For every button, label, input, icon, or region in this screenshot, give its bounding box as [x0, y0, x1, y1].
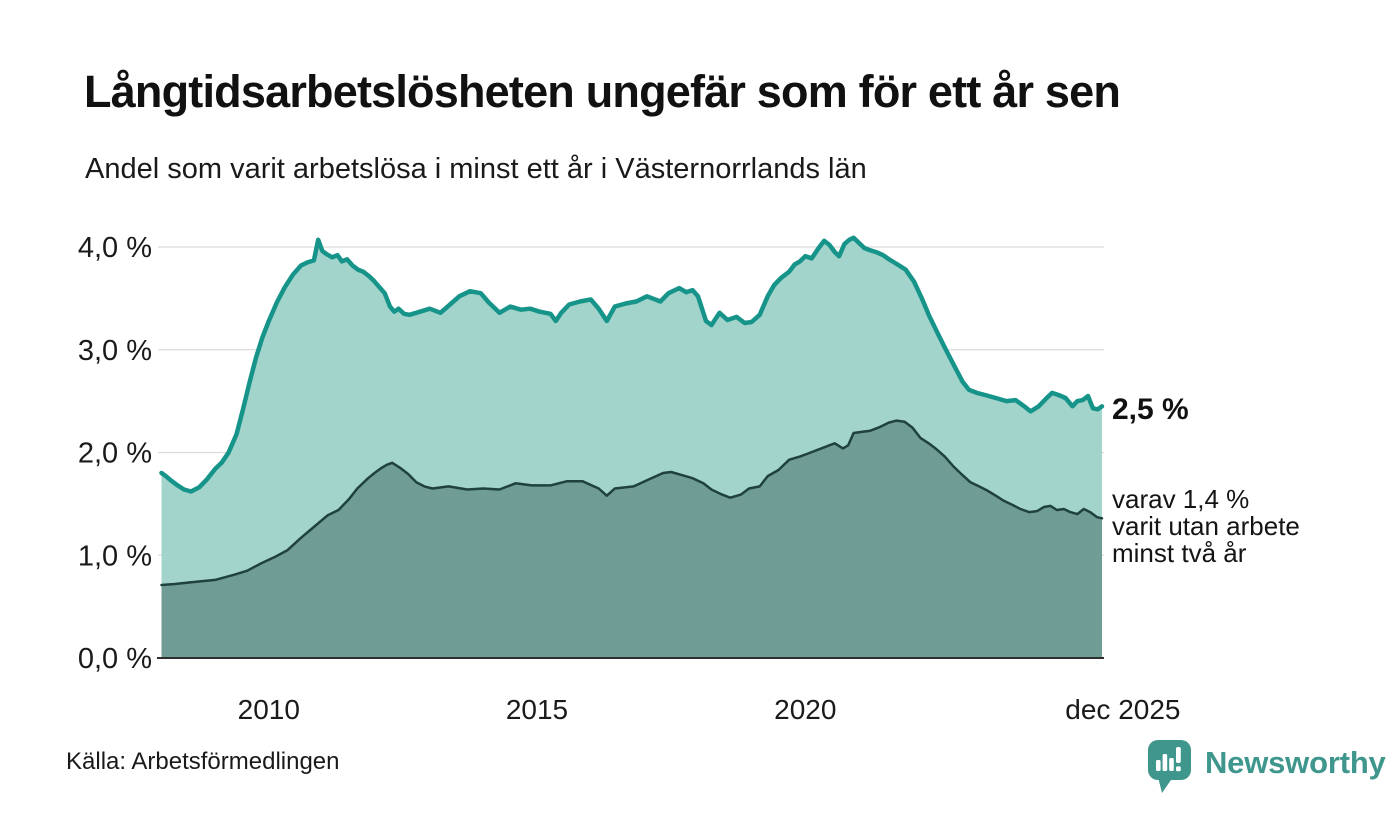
area-fill-series-2	[161, 420, 1102, 658]
source-note: Källa: Arbetsförmedlingen	[66, 748, 340, 775]
x-tick-label: dec 2025	[1065, 694, 1180, 725]
x-tick-label: 2010	[238, 694, 300, 725]
line-series-2	[160, 419, 1104, 587]
line-series-1	[159, 235, 1105, 494]
newsworthy-wordmark: Newsworthy	[1205, 745, 1386, 780]
x-tick-label: 2015	[506, 694, 568, 725]
annotation-line-2: varit utan arbete	[1112, 511, 1300, 541]
y-tick-label: 0,0 %	[78, 643, 152, 675]
y-tick-label: 2,0 %	[78, 438, 152, 470]
y-tick-label: 3,0 %	[78, 335, 152, 367]
page-title: Långtidsarbetslösheten ungefär som för e…	[84, 66, 1121, 117]
annotation-line-1: varav 1,4 %	[1112, 484, 1250, 514]
annotation-line-3: minst två år	[1112, 538, 1247, 568]
x-tick-label: 2020	[774, 694, 836, 725]
y-tick-label: 1,0 %	[78, 540, 152, 572]
series1-end-value-label: 2,5 %	[1112, 393, 1189, 426]
series2-annotation: varav 1,4 % varit utan arbete minst två …	[1112, 486, 1300, 567]
bar-chart-speech-bubble-icon	[1148, 740, 1191, 793]
page-subtitle: Andel som varit arbetslösa i minst ett å…	[85, 153, 867, 185]
y-tick-label: 4,0 %	[78, 232, 152, 264]
newsworthy-logo: Newsworthy	[1146, 739, 1386, 795]
